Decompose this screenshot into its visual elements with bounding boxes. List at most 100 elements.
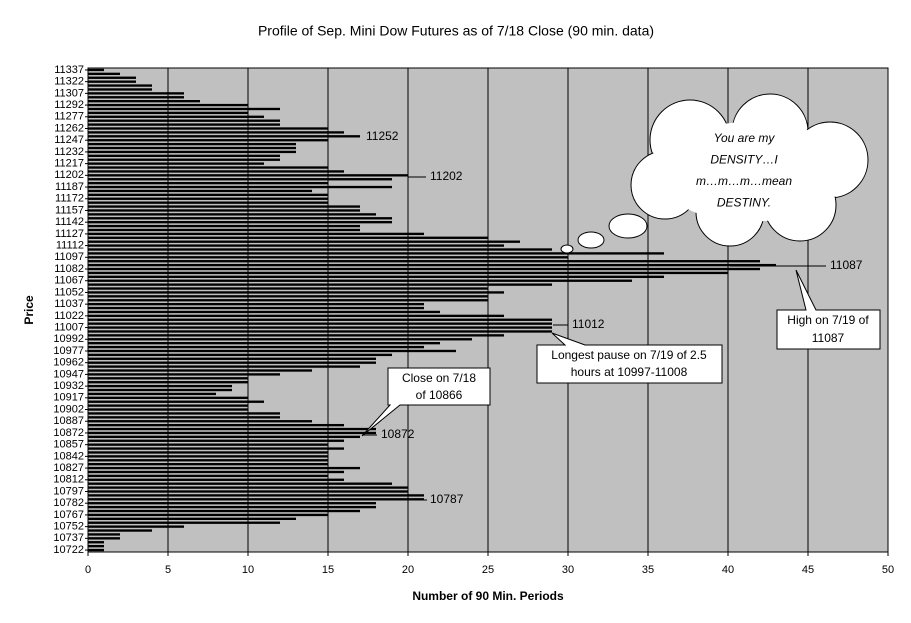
- plot-frame: [87, 67, 889, 553]
- bar: [88, 420, 312, 423]
- x-tick-label: 25: [482, 564, 494, 576]
- bar: [88, 154, 280, 157]
- y-tick-label: 11337: [54, 64, 84, 76]
- y-tick-label: 11322: [54, 76, 84, 88]
- bar: [88, 498, 424, 501]
- y-tick-label: 11172: [55, 193, 84, 205]
- bar: [88, 135, 360, 138]
- y-tick-label: 10737: [53, 532, 84, 544]
- bar: [88, 470, 344, 474]
- bar: [88, 131, 344, 134]
- bar: [88, 334, 504, 337]
- bar: [88, 525, 184, 528]
- bar: [88, 427, 376, 431]
- bar: [88, 537, 120, 540]
- bar: [88, 279, 632, 282]
- bar: [88, 342, 440, 345]
- bar: [88, 115, 264, 118]
- callouts: [361, 269, 881, 437]
- annotation: Close on 7/18: [402, 371, 476, 385]
- bar: [88, 353, 392, 357]
- bar: [88, 76, 136, 79]
- bar: [88, 100, 200, 103]
- y-tick-label: 11217: [54, 158, 84, 170]
- cloud: [560, 93, 869, 254]
- annotation: DENSITY…I: [710, 153, 778, 167]
- bar: [88, 502, 376, 505]
- bar: [88, 84, 152, 87]
- annotation: hours at 10997-11008: [571, 365, 688, 379]
- bar: [88, 178, 392, 181]
- bar: [88, 435, 360, 439]
- bar: [88, 416, 280, 419]
- y-tick-label: 11082: [54, 263, 84, 275]
- callout-high: [776, 269, 881, 350]
- callout-close: [361, 367, 491, 437]
- bar: [88, 193, 328, 197]
- annotation: High on 7/19 of: [787, 313, 869, 327]
- bar: [88, 201, 328, 204]
- bar: [88, 361, 376, 364]
- bar: [88, 447, 344, 450]
- annotation: You are my: [714, 131, 776, 145]
- bar: [88, 322, 552, 325]
- y-tick-label: 11292: [54, 99, 84, 111]
- y-tick-label: 11127: [55, 228, 84, 240]
- bar: [88, 474, 328, 478]
- bar: [88, 466, 360, 470]
- y-tick-label: 11037: [54, 298, 84, 310]
- bar: [88, 107, 280, 111]
- bar: [88, 166, 328, 169]
- annotations: 11252 11202 11087 11012 10872 10787 Close on 7…: [362, 129, 869, 506]
- bar: [88, 221, 392, 224]
- bar: [88, 443, 328, 446]
- bar: [88, 295, 488, 298]
- x-tick-label: 30: [562, 564, 574, 576]
- x-tick-label: 0: [85, 564, 91, 576]
- bar: [88, 349, 456, 353]
- bar: [88, 548, 104, 552]
- y-tick-label: 11022: [54, 310, 84, 322]
- y-tick-label: 10902: [53, 403, 84, 415]
- bar: [88, 213, 376, 216]
- y-tick-label: 11187: [55, 181, 84, 193]
- bar: [88, 224, 360, 228]
- callout-pause: [536, 332, 723, 384]
- x-tick-label: 50: [882, 564, 894, 576]
- bar: [88, 92, 184, 95]
- y-tick-label: 11112: [56, 240, 84, 252]
- bar: [88, 287, 488, 290]
- bar: [88, 72, 120, 76]
- y-tick-label: 11157: [55, 204, 84, 216]
- y-tick-label: 11142: [55, 216, 84, 228]
- annotation: 11087: [830, 258, 863, 272]
- bar: [88, 181, 328, 185]
- bar: [88, 369, 312, 372]
- y-tick-label: 11232: [54, 146, 84, 158]
- x-tick-label: 20: [402, 564, 414, 576]
- x-axis-title: Number of 90 Min. Periods: [412, 589, 564, 603]
- y-tick-label: 11277: [54, 111, 84, 123]
- y-tick-label: 10947: [53, 368, 84, 380]
- bar: [88, 263, 776, 267]
- x-tick-label: 5: [165, 564, 171, 576]
- bar: [88, 299, 488, 302]
- annotation: 11252: [366, 129, 399, 143]
- bar: [88, 521, 280, 524]
- annotation: 11202: [430, 169, 463, 183]
- bar: [88, 80, 136, 83]
- bar: [88, 248, 552, 251]
- bar: [88, 451, 328, 454]
- y-tick-label: 10857: [53, 439, 84, 451]
- annotation: 11012: [572, 317, 605, 331]
- y-tick-label: 11097: [54, 251, 84, 263]
- annotation: m…m…m…mean: [696, 174, 792, 188]
- bar: [88, 88, 152, 91]
- bar: [88, 544, 104, 548]
- bar: [88, 185, 392, 189]
- bar: [88, 431, 376, 435]
- y-tick-label: 10797: [53, 485, 84, 497]
- bar: [88, 439, 344, 442]
- bar: [88, 373, 280, 376]
